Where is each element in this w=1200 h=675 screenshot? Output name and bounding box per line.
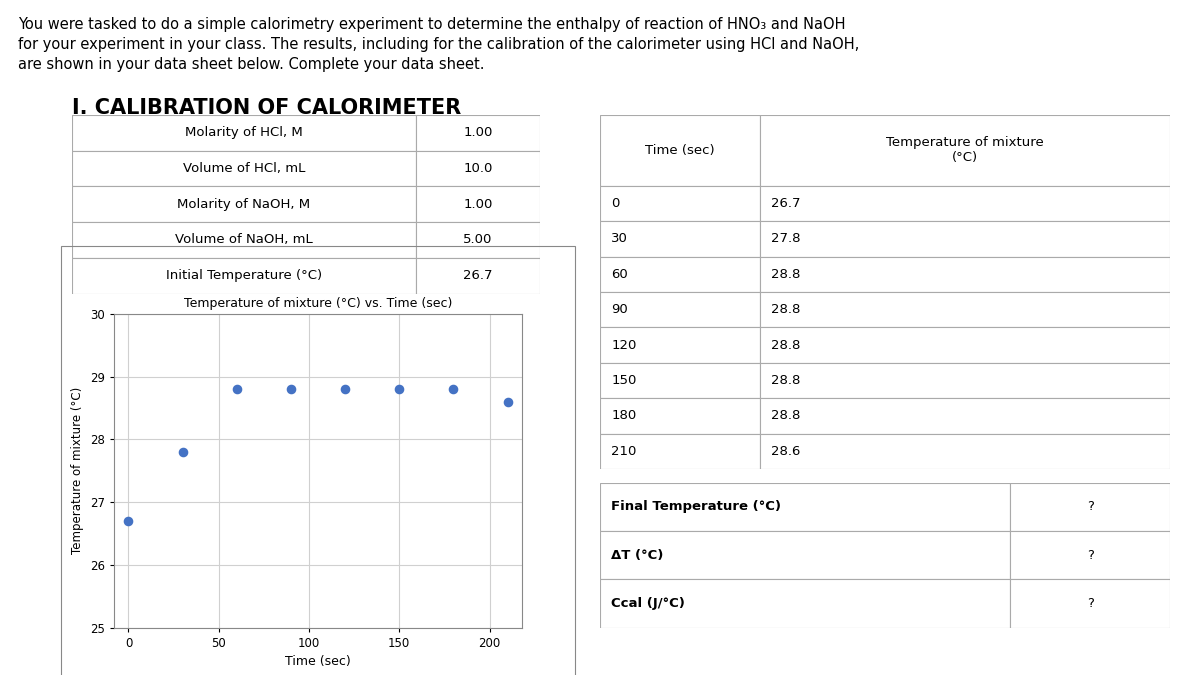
Point bbox=[119, 516, 138, 526]
Point bbox=[281, 384, 300, 395]
Bar bbox=[760, 363, 1170, 398]
Text: 60: 60 bbox=[612, 268, 628, 281]
Title: Temperature of mixture (°C) vs. Time (sec): Temperature of mixture (°C) vs. Time (se… bbox=[184, 297, 452, 310]
Bar bbox=[72, 151, 416, 186]
Text: 30: 30 bbox=[612, 232, 629, 245]
Bar bbox=[1010, 531, 1170, 579]
Text: 28.8: 28.8 bbox=[772, 374, 800, 387]
Text: Volume of HCl, mL: Volume of HCl, mL bbox=[182, 162, 305, 175]
Text: ?: ? bbox=[1087, 597, 1093, 610]
Bar bbox=[600, 186, 760, 221]
Bar bbox=[760, 292, 1170, 327]
Bar bbox=[760, 434, 1170, 469]
Point bbox=[227, 384, 246, 395]
Text: 90: 90 bbox=[612, 303, 628, 316]
Text: ?: ? bbox=[1087, 549, 1093, 562]
Bar bbox=[760, 186, 1170, 221]
Bar bbox=[760, 115, 1170, 186]
Bar bbox=[600, 434, 760, 469]
Text: 28.8: 28.8 bbox=[772, 410, 800, 423]
Text: 5.00: 5.00 bbox=[463, 234, 493, 246]
Text: Initial Temperature (°C): Initial Temperature (°C) bbox=[166, 269, 322, 282]
Bar bbox=[760, 327, 1170, 363]
Point bbox=[390, 384, 409, 395]
Text: Ccal (J/°C): Ccal (J/°C) bbox=[612, 597, 685, 610]
Bar bbox=[600, 292, 760, 327]
Text: Volume of NaOH, mL: Volume of NaOH, mL bbox=[175, 234, 313, 246]
Bar bbox=[72, 258, 416, 294]
Text: 1.00: 1.00 bbox=[463, 198, 493, 211]
Text: 28.8: 28.8 bbox=[772, 303, 800, 316]
Text: 120: 120 bbox=[612, 339, 637, 352]
Text: are shown in your data sheet below. Complete your data sheet.: are shown in your data sheet below. Comp… bbox=[18, 57, 485, 72]
Bar bbox=[600, 327, 760, 363]
Bar bbox=[760, 398, 1170, 434]
Y-axis label: Temperature of mixture (°C): Temperature of mixture (°C) bbox=[72, 387, 84, 554]
Text: Temperature of mixture
(°C): Temperature of mixture (°C) bbox=[886, 136, 1044, 164]
Text: 28.8: 28.8 bbox=[772, 268, 800, 281]
Bar bbox=[600, 256, 760, 292]
Text: 26.7: 26.7 bbox=[772, 197, 800, 210]
Bar bbox=[72, 186, 416, 222]
Bar bbox=[72, 222, 416, 258]
Text: Time (sec): Time (sec) bbox=[644, 144, 715, 157]
Bar bbox=[416, 151, 540, 186]
Text: I. CALIBRATION OF CALORIMETER: I. CALIBRATION OF CALORIMETER bbox=[72, 98, 461, 118]
Text: 150: 150 bbox=[612, 374, 637, 387]
Text: 10.0: 10.0 bbox=[463, 162, 493, 175]
Bar bbox=[416, 222, 540, 258]
Point bbox=[336, 384, 355, 395]
Text: You were tasked to do a simple calorimetry experiment to determine the enthalpy : You were tasked to do a simple calorimet… bbox=[18, 17, 846, 32]
Point bbox=[173, 447, 192, 458]
X-axis label: Time (sec): Time (sec) bbox=[286, 655, 350, 668]
Bar bbox=[1010, 483, 1170, 531]
Bar bbox=[600, 579, 1010, 628]
Bar bbox=[416, 186, 540, 222]
Bar bbox=[600, 221, 760, 256]
Bar bbox=[600, 115, 760, 186]
Bar bbox=[600, 398, 760, 434]
Bar bbox=[416, 258, 540, 294]
Bar bbox=[600, 483, 1010, 531]
Text: Molarity of HCl, M: Molarity of HCl, M bbox=[185, 126, 302, 139]
Bar bbox=[600, 363, 760, 398]
Text: 180: 180 bbox=[612, 410, 637, 423]
Text: 210: 210 bbox=[612, 445, 637, 458]
Text: Final Temperature (°C): Final Temperature (°C) bbox=[612, 500, 781, 513]
Bar bbox=[760, 221, 1170, 256]
Bar bbox=[760, 256, 1170, 292]
Bar bbox=[1010, 579, 1170, 628]
Text: 1.00: 1.00 bbox=[463, 126, 493, 139]
Text: 26.7: 26.7 bbox=[463, 269, 493, 282]
Bar bbox=[600, 531, 1010, 579]
Bar bbox=[416, 115, 540, 151]
Text: ?: ? bbox=[1087, 500, 1093, 513]
Bar bbox=[72, 115, 416, 151]
Text: 28.8: 28.8 bbox=[772, 339, 800, 352]
Text: 0: 0 bbox=[612, 197, 619, 210]
Text: for your experiment in your class. The results, including for the calibration of: for your experiment in your class. The r… bbox=[18, 37, 859, 52]
Text: 27.8: 27.8 bbox=[772, 232, 800, 245]
Point bbox=[498, 396, 517, 407]
Text: Molarity of NaOH, M: Molarity of NaOH, M bbox=[178, 198, 311, 211]
Point bbox=[444, 384, 463, 395]
Text: ΔT (°C): ΔT (°C) bbox=[612, 549, 664, 562]
Text: 28.6: 28.6 bbox=[772, 445, 800, 458]
